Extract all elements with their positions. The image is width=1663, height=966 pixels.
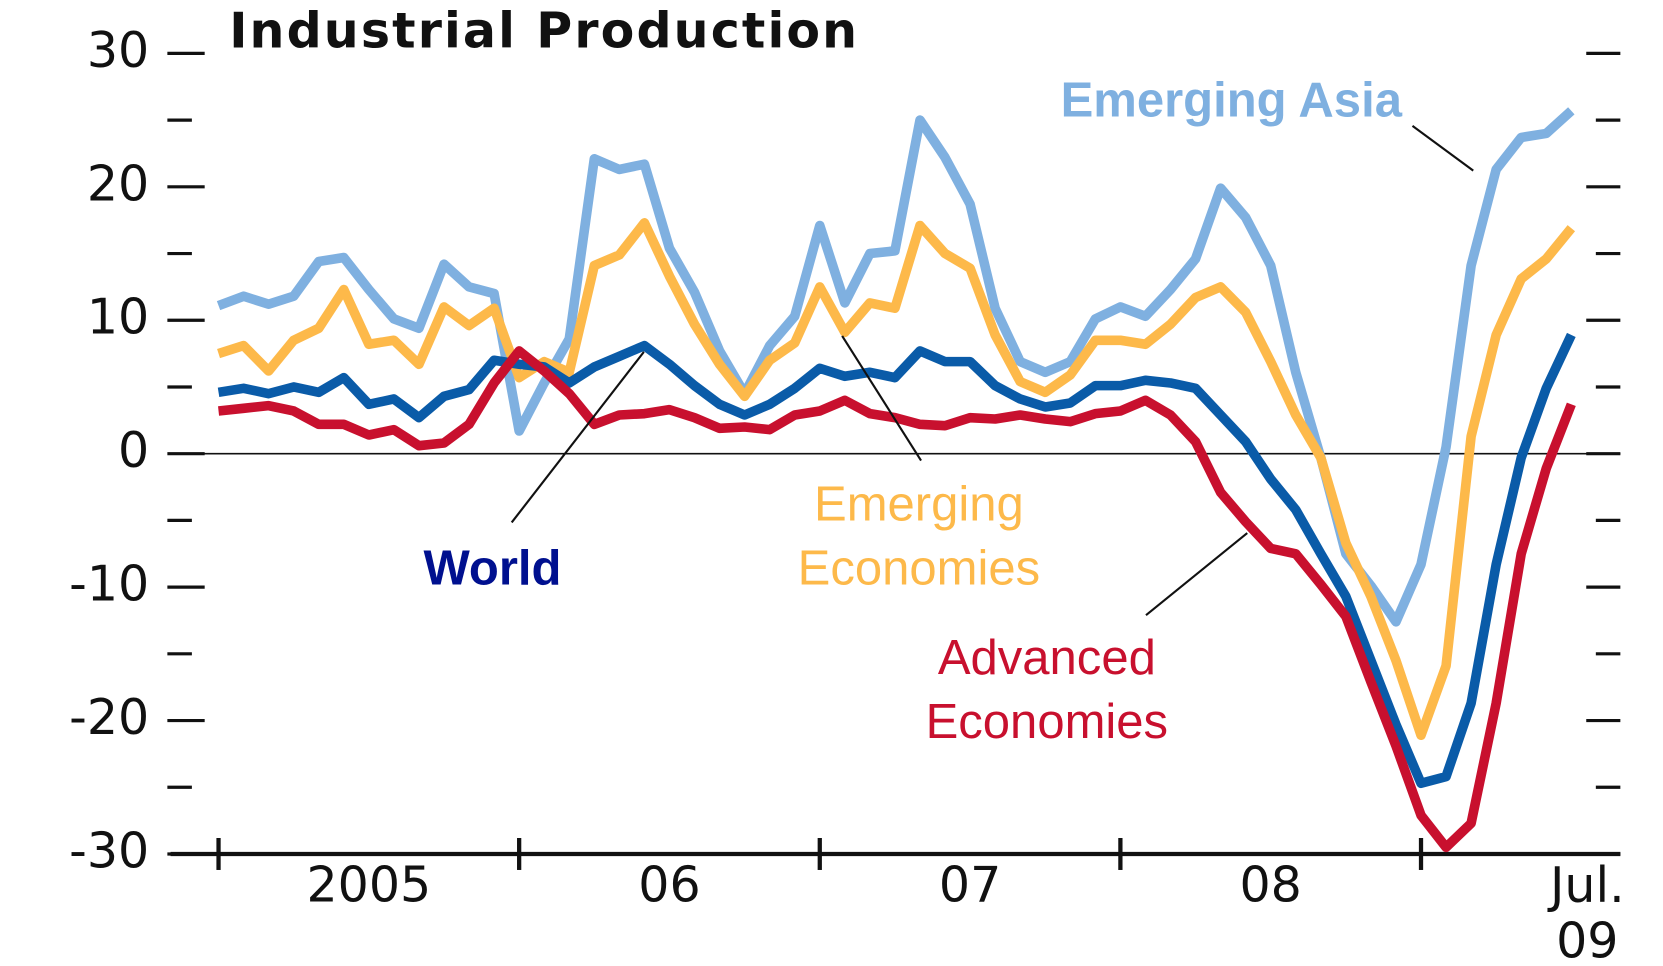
x-tick-label: 08 [1240,856,1302,914]
series-label: Advanced Economies [926,631,1168,749]
y-tick-label: -30 [69,821,149,879]
leader-line [510,351,645,524]
series-label: Emerging Economies [798,477,1040,595]
leader-line [1145,532,1248,617]
x-tick-label: 06 [638,856,700,914]
x-tick-label: 2005 [306,856,431,914]
y-tick-label: 0 [118,421,149,479]
x-tick-label: 07 [939,856,1001,914]
y-tick-label: 20 [87,154,149,212]
y-tick-label: -10 [69,555,149,613]
series-line [217,332,1576,789]
series-label: World [424,541,562,595]
series-label: Emerging Asia [1061,73,1403,127]
chart-title: Industrial Production [229,2,859,60]
y-tick-label: 30 [87,21,149,79]
leader-line [841,335,922,462]
x-tick-label: Jul. 09 [1547,856,1625,966]
series-line [217,218,1576,741]
y-tick-label: -20 [69,688,149,746]
leader-line [1411,125,1474,172]
y-tick-label: 10 [87,288,149,346]
